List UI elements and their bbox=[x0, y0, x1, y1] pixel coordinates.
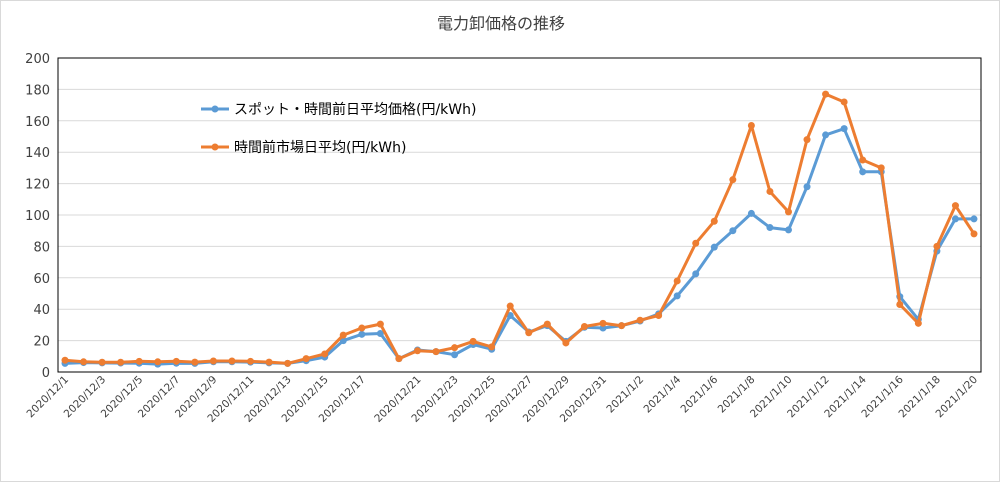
data-point bbox=[766, 224, 774, 232]
plot-border bbox=[57, 57, 982, 373]
data-point bbox=[747, 209, 755, 217]
data-point bbox=[135, 357, 143, 365]
data-point bbox=[822, 90, 830, 98]
data-point bbox=[451, 351, 459, 359]
y-tick-label: 180 bbox=[25, 83, 50, 98]
y-tick-label: 140 bbox=[25, 146, 50, 161]
data-point bbox=[803, 136, 811, 144]
data-point bbox=[191, 358, 199, 366]
series-layer bbox=[61, 90, 978, 368]
data-point bbox=[784, 226, 792, 234]
data-point bbox=[692, 239, 700, 247]
series-1 bbox=[61, 90, 978, 367]
x-tick-label: 2021/1/4 bbox=[641, 373, 683, 415]
y-tick-label: 120 bbox=[25, 178, 50, 193]
y-tick-label: 40 bbox=[33, 303, 50, 318]
data-point bbox=[766, 187, 774, 195]
data-point bbox=[506, 311, 514, 319]
data-point bbox=[951, 215, 959, 223]
data-point bbox=[784, 208, 792, 216]
data-point bbox=[655, 311, 663, 319]
data-point bbox=[376, 320, 384, 328]
data-point bbox=[877, 164, 885, 172]
data-point bbox=[970, 215, 978, 223]
data-point bbox=[154, 358, 162, 366]
data-point bbox=[692, 270, 700, 278]
data-point bbox=[951, 202, 959, 210]
data-point bbox=[618, 322, 626, 330]
x-axis-ticks: 2020/12/12020/12/32020/12/52020/12/72020… bbox=[25, 373, 981, 425]
x-tick-label: 2021/1/6 bbox=[679, 373, 721, 415]
data-point bbox=[970, 230, 978, 238]
legend-entry-intraday: 時間前市場日平均(円/kWh) bbox=[201, 139, 406, 156]
data-point bbox=[747, 122, 755, 130]
data-point bbox=[506, 302, 514, 310]
data-point bbox=[265, 358, 273, 366]
y-tick-label: 20 bbox=[33, 335, 50, 350]
data-point bbox=[562, 339, 570, 347]
data-point bbox=[395, 355, 403, 363]
x-tick-label: 2021/1/2 bbox=[604, 374, 646, 416]
data-point bbox=[80, 358, 88, 366]
y-tick-label: 100 bbox=[25, 209, 50, 224]
data-point bbox=[896, 300, 904, 308]
data-point bbox=[358, 324, 366, 332]
data-point bbox=[933, 242, 941, 250]
data-point bbox=[61, 356, 69, 364]
data-point bbox=[209, 357, 217, 365]
data-point bbox=[432, 348, 440, 356]
legend-label-intraday: 時間前市場日平均(円/kWh) bbox=[234, 139, 406, 156]
data-point bbox=[284, 359, 292, 367]
data-point bbox=[172, 357, 180, 365]
data-point bbox=[914, 319, 922, 327]
y-tick-label: 60 bbox=[33, 272, 50, 287]
data-point bbox=[488, 343, 496, 351]
data-point bbox=[413, 347, 421, 355]
data-point bbox=[117, 358, 125, 366]
data-point bbox=[636, 316, 644, 324]
data-point bbox=[710, 243, 718, 251]
data-point bbox=[599, 319, 607, 327]
data-point bbox=[339, 331, 347, 339]
grid-lines bbox=[57, 57, 982, 373]
data-point bbox=[98, 358, 106, 366]
data-point bbox=[451, 344, 459, 352]
data-point bbox=[247, 357, 255, 365]
data-point bbox=[469, 337, 477, 345]
data-point bbox=[358, 330, 366, 338]
data-point bbox=[859, 156, 867, 164]
data-point bbox=[673, 292, 681, 300]
y-tick-label: 200 bbox=[25, 52, 50, 67]
data-point bbox=[525, 329, 533, 337]
data-point bbox=[580, 322, 588, 330]
data-point bbox=[840, 125, 848, 133]
data-point bbox=[729, 227, 737, 235]
data-point bbox=[673, 277, 681, 285]
data-point bbox=[376, 330, 384, 338]
legend-label-spot: スポット・時間前日平均価格(円/kWh) bbox=[234, 101, 476, 118]
y-axis-ticks: 0 20 40 60 80 100 120 140 160 180 200 bbox=[25, 52, 50, 381]
data-point bbox=[321, 350, 329, 358]
data-point bbox=[729, 176, 737, 184]
data-point bbox=[822, 131, 830, 139]
data-point bbox=[803, 183, 811, 191]
data-point bbox=[543, 320, 551, 328]
y-tick-label: 80 bbox=[33, 240, 50, 255]
legend-entry-spot: スポット・時間前日平均価格(円/kWh) bbox=[201, 101, 476, 118]
chart-title: 電力卸価格の推移 bbox=[437, 14, 565, 33]
y-tick-label: 160 bbox=[25, 115, 50, 130]
data-point bbox=[302, 355, 310, 363]
data-point bbox=[228, 357, 236, 365]
legend: スポット・時間前日平均価格(円/kWh) 時間前市場日平均(円/kWh) bbox=[201, 101, 476, 156]
data-point bbox=[840, 98, 848, 106]
data-point bbox=[710, 217, 718, 225]
y-tick-label: 0 bbox=[42, 366, 50, 381]
data-point bbox=[859, 168, 867, 176]
